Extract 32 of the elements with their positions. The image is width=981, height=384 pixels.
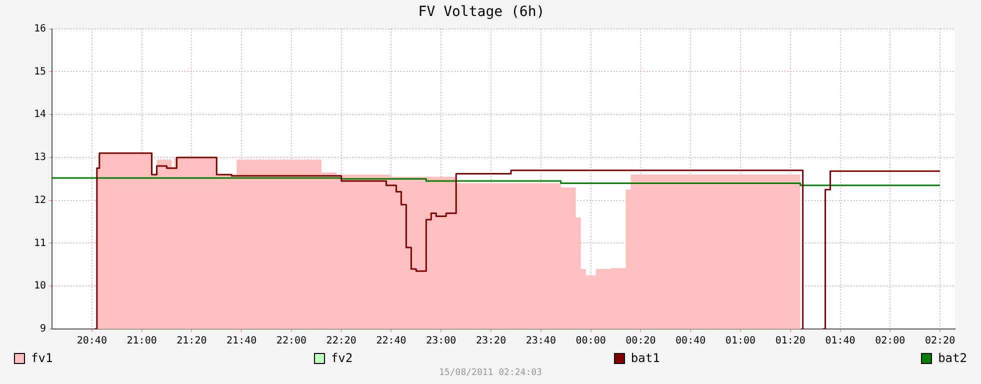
legend-label: fv1 <box>31 351 53 365</box>
y-tick-label: 11 <box>34 238 46 249</box>
x-tick-label: 20:40 <box>76 336 107 347</box>
y-tick-label: 15 <box>34 66 46 78</box>
text: 15/08/2011 02:24:03 <box>438 368 543 378</box>
x-tick-label: 22:40 <box>376 336 406 347</box>
x-tick-label: 00:20 <box>626 336 656 347</box>
x-tick-label: 01:40 <box>825 336 856 347</box>
x-tick-label: 22:00 <box>276 336 307 347</box>
y-tick-label: 13 <box>34 152 46 164</box>
x-tick-label: 21:00 <box>126 336 157 347</box>
x-tick-label: 01:00 <box>725 336 756 347</box>
x-tick-label: 00:00 <box>576 336 606 347</box>
x-tick-label: 02:00 <box>875 336 906 347</box>
y-tick-label: 9 <box>40 324 46 335</box>
x-tick-label: 00:40 <box>676 336 706 347</box>
x-tick-label: 23:00 <box>426 336 456 347</box>
chart-title: FV Voltage (6h) <box>418 4 545 20</box>
legend-label: bat2 <box>938 351 967 365</box>
legend-label: bat1 <box>630 351 660 365</box>
x-tick-label: 23:20 <box>476 336 506 347</box>
y-tick-label: 12 <box>34 194 46 206</box>
legend-label: fv2 <box>330 351 353 365</box>
x-tick-label: 21:20 <box>176 336 207 347</box>
x-tick-label: 02:20 <box>924 336 956 347</box>
y-tick-label: 14 <box>34 109 46 120</box>
x-tick-label: 21:40 <box>226 336 257 347</box>
y-tick-label: 10 <box>34 280 46 292</box>
x-tick-label: 01:20 <box>775 336 806 347</box>
x-tick-label: 23:40 <box>526 336 556 347</box>
x-tick-label: 22:20 <box>326 336 356 347</box>
y-tick-label: 16 <box>34 23 46 34</box>
